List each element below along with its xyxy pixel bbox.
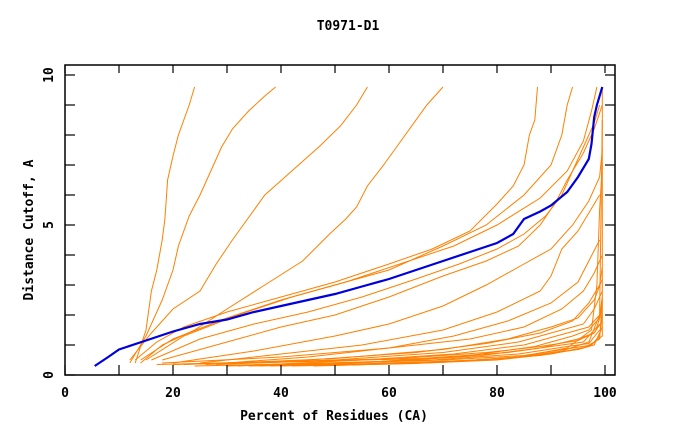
y-tick-label: 5 [42, 221, 57, 229]
series-line-m12 [226, 239, 601, 364]
y-tick-labels: 0 5 10 [42, 67, 57, 379]
series-line-m1 [134, 86, 196, 364]
plot-frame [64, 64, 616, 376]
ticks-layer [64, 65, 615, 376]
series-line-m9 [162, 104, 603, 361]
series-line-m13 [162, 254, 603, 364]
x-tick-label: 60 [381, 386, 397, 401]
series-line-m6 [140, 86, 574, 361]
x-tick-label: 40 [273, 386, 289, 401]
series-line-m22 [194, 329, 600, 367]
series-line-m11 [199, 194, 601, 364]
x-tick-label: 100 [593, 386, 617, 401]
series-line-m21 [172, 308, 603, 365]
series-line-m5 [134, 86, 538, 361]
y-axis-label: Distance Cutoff, A [22, 159, 37, 300]
series-line-m10 [172, 149, 603, 364]
series-layer [129, 86, 603, 367]
series-line-m14 [183, 266, 603, 365]
highlighted-series-line [94, 86, 604, 367]
series-line-m7 [145, 86, 598, 361]
series-line-m27 [313, 119, 603, 367]
x-tick-label: 80 [489, 386, 505, 401]
series-line-m4 [140, 86, 444, 364]
series-line-m15 [205, 278, 603, 365]
series-line-m8 [151, 104, 601, 361]
series-line-m2 [129, 86, 276, 364]
x-axis-label: Percent of Residues (CA) [240, 409, 428, 424]
x-tick-labels: 0 20 40 60 80 100 [61, 386, 617, 401]
series-line-m28 [334, 164, 603, 366]
series-line-m20 [156, 323, 601, 365]
y-tick-label: 10 [42, 67, 57, 83]
x-tick-label: 20 [165, 386, 181, 401]
series-line-m3 [129, 86, 368, 361]
x-tick-label: 0 [61, 386, 69, 401]
highlight-layer [94, 86, 604, 367]
y-tick-label: 0 [42, 371, 57, 379]
chart-title: T0971-D1 [317, 19, 380, 34]
series-line-m16 [216, 290, 603, 365]
